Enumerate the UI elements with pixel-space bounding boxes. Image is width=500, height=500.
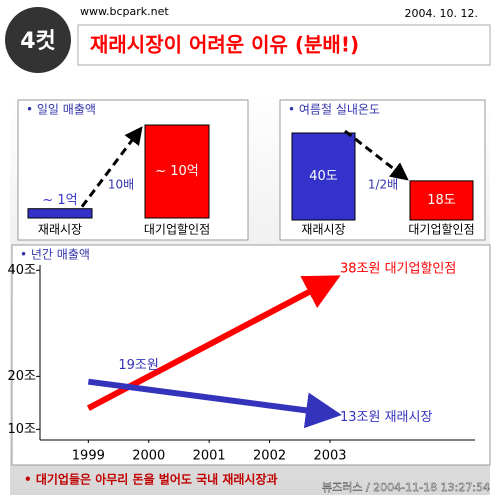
category-label: 재래시장 — [301, 223, 345, 237]
date: 2004. 10. 12. — [405, 7, 478, 20]
panel — [11, 244, 491, 466]
panel — [17, 99, 249, 241]
panel-title: • 년간 매출액 — [20, 248, 90, 262]
annotation: 1/2배 — [368, 178, 398, 192]
y-tick-label: 20조 — [7, 369, 36, 384]
value-label: 40도 — [309, 169, 338, 184]
y-tick-label: 40조 — [7, 263, 36, 278]
panel-title: • 여름철 실내온도 — [288, 103, 380, 117]
bar — [291, 132, 356, 221]
panel-title: • 일일 매출액 — [26, 103, 96, 117]
x-tick-label: 2003 — [313, 449, 346, 464]
site: www.bcpark.net — [80, 5, 169, 18]
bar — [144, 124, 210, 219]
title-box — [77, 24, 491, 66]
footer: • 대기업들은 아무리 돈을 벌어도 국내 재래시장과 — [24, 472, 278, 487]
x-tick-label: 1999 — [72, 449, 105, 464]
line — [87, 378, 342, 429]
x-tick-label: 2000 — [132, 449, 165, 464]
y-tick-label: 10조 — [7, 422, 36, 437]
title: 재래시장이 어려운 이유 (분배!) — [90, 33, 359, 57]
start-label: 19조원 — [118, 358, 158, 373]
bar — [27, 208, 93, 219]
bar — [409, 180, 474, 221]
category-label: 대기업할인점 — [144, 223, 210, 237]
value-label: ~ 1억 — [42, 193, 77, 208]
value-label: ~ 10억 — [155, 164, 199, 179]
stamp: 뷰즈러스 / 2004-11-18 13:27:54 — [322, 481, 490, 494]
series-label: 38조원 대기업할인점 — [340, 261, 456, 276]
category-label: 대기업할인점 — [408, 223, 474, 237]
category-label: 재래시장 — [38, 223, 82, 237]
series-label: 13조원 재래시장 — [340, 410, 432, 425]
arrow — [80, 126, 143, 208]
logo-circle — [5, 7, 71, 73]
logo: 4컷 — [20, 29, 56, 54]
x-tick-label: 2001 — [193, 449, 226, 464]
annotation: 10배 — [108, 178, 134, 192]
x-tick-label: 2002 — [253, 449, 286, 464]
value-label: 18도 — [427, 193, 456, 208]
